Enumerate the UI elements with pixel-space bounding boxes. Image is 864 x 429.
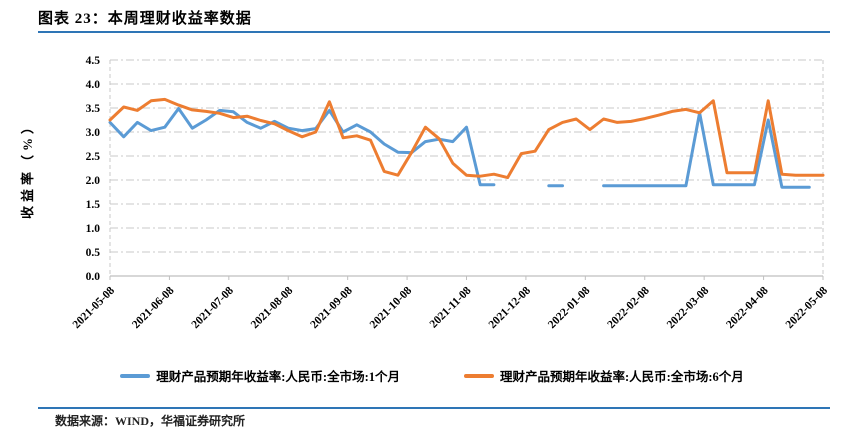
legend-label-1m: 理财产品预期年收益率:人民币:全市场:1个月 [156, 370, 400, 384]
legend-item-1m: 理财产品预期年收益率:人民币:全市场:1个月 [120, 366, 400, 385]
figure-title: 图表 23：本周理财收益率数据 [38, 11, 252, 27]
svg-text:2021-12-08: 2021-12-08 [487, 284, 534, 331]
svg-text:4.5: 4.5 [86, 55, 101, 67]
svg-text:2021-07-08: 2021-07-08 [190, 284, 237, 331]
svg-text:0.5: 0.5 [86, 247, 101, 259]
svg-text:2021-09-08: 2021-09-08 [308, 284, 355, 331]
x-axis [109, 275, 824, 280]
svg-text:2021-05-08: 2021-05-08 [71, 284, 118, 331]
svg-text:1.0: 1.0 [86, 223, 101, 235]
series-line-1m [108, 107, 811, 189]
svg-text:2022-05-08: 2022-05-08 [784, 284, 831, 331]
svg-text:2021-10-08: 2021-10-08 [368, 284, 415, 331]
svg-text:3.0: 3.0 [86, 127, 101, 139]
svg-text:1.5: 1.5 [86, 199, 101, 211]
y-axis-title: 收益率（%） [20, 117, 35, 219]
gridlines [109, 59, 824, 276]
legend-swatch-1m [120, 373, 151, 378]
title-divider-line [38, 31, 830, 33]
legend-swatch-6m [464, 373, 494, 378]
chart-canvas: 0.0 0.5 1.0 1.5 2.0 2.5 3.0 3.5 4.0 4.5 2021-05-08… [20, 55, 831, 331]
svg-text:4.0: 4.0 [86, 79, 101, 91]
yield-line-chart: 0.0 0.5 1.0 1.5 2.0 2.5 3.0 3.5 4.0 4.5 2021-05-08… [0, 45, 864, 365]
svg-text:3.5: 3.5 [86, 103, 101, 115]
svg-text:2022-02-08: 2022-02-08 [605, 284, 652, 331]
svg-text:2021-08-08: 2021-08-08 [249, 284, 296, 331]
y-axis-tick-labels: 0.0 0.5 1.0 1.5 2.0 2.5 3.0 3.5 4.0 4.5 [86, 55, 101, 283]
svg-text:0.0: 0.0 [86, 271, 101, 283]
legend-item-6m: 理财产品预期年收益率:人民币:全市场:6个月 [464, 366, 744, 385]
series-line-6m [108, 97, 825, 180]
data-source-note: 数据来源：WIND，华福证券研究所 [55, 414, 246, 428]
svg-text:2.0: 2.0 [86, 175, 101, 187]
footer-divider-line [38, 407, 830, 409]
svg-text:2022-01-08: 2022-01-08 [546, 284, 593, 331]
x-axis-tick-labels: 2021-05-08 2021-06-08 2021-07-08 2021-08-08… [71, 284, 831, 331]
chart-legend: 理财产品预期年收益率:人民币:全市场:1个月 理财产品预期年收益率:人民币:全市… [0, 366, 864, 385]
svg-text:2021-06-08: 2021-06-08 [130, 284, 177, 331]
svg-text:2021-11-08: 2021-11-08 [428, 284, 474, 330]
svg-text:2.5: 2.5 [86, 151, 101, 163]
legend-label-6m: 理财产品预期年收益率:人民币:全市场:6个月 [500, 370, 744, 384]
svg-text:2022-04-08: 2022-04-08 [724, 284, 771, 331]
svg-text:2022-03-08: 2022-03-08 [665, 284, 712, 331]
